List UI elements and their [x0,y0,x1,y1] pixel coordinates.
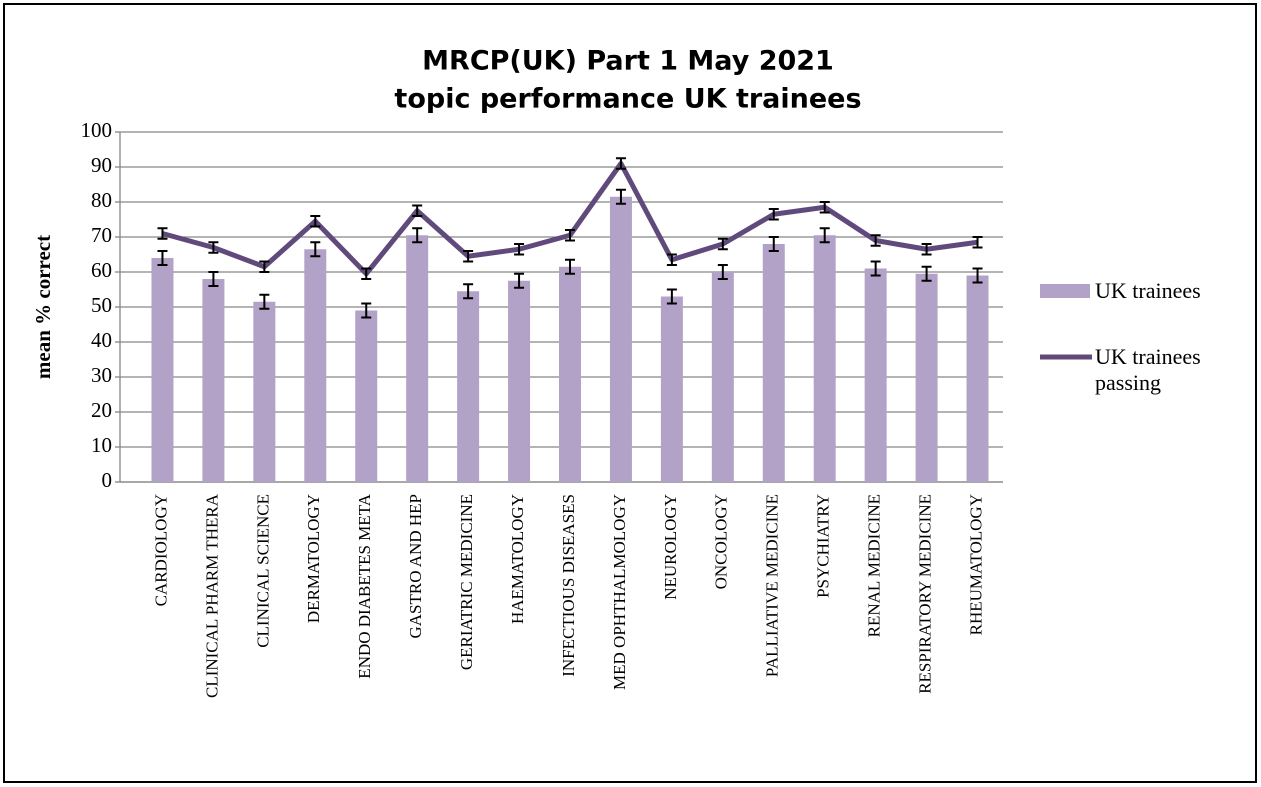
error-bar [972,267,983,284]
chart-subtitle: topic performance UK trainees [394,84,861,115]
error-bar [514,272,525,289]
x-tick-label: GERIATRIC MEDICINE [457,494,476,670]
bar [559,266,581,482]
error-bar [717,264,728,280]
bar [813,235,836,482]
error-bar [870,234,881,247]
y-tick-label: 10 [91,433,112,457]
x-tick-label: PALLIATIVE MEDICINE [763,494,782,677]
bar [864,268,887,482]
bar [508,280,531,482]
bar [406,235,429,482]
y-tick-label: 60 [91,258,112,282]
bar [609,196,632,482]
error-bar [768,236,779,252]
error-bar [361,302,372,319]
bar [304,249,327,482]
error-bar [463,250,474,263]
x-tick-label: GASTRO AND HEP [406,494,425,639]
x-tick-label: PSYCHIATRY [814,494,833,598]
error-bar [259,293,270,310]
x-tick-label: CARDIOLOGY [151,494,170,606]
x-tick-label: RHEUMATOLOGY [966,494,985,635]
error-bar [412,204,423,217]
error-bar [412,227,423,244]
y-tick-label: 80 [91,188,112,212]
error-bar [666,288,677,305]
x-tick-label: DERMATOLOGY [304,494,323,623]
y-tick-label: 0 [102,468,113,492]
legend-label: UK trainees passing [1095,344,1201,395]
x-tick-label: NEUROLOGY [661,494,680,600]
error-bar [514,243,525,256]
error-bar [208,241,219,254]
line [161,161,978,277]
x-tick-label: HAEMATOLOGY [508,494,527,624]
error-bar [819,201,830,214]
y-tick-label: 100 [81,118,113,142]
y-axis-label: mean % correct [31,235,55,379]
y-tick-label: 40 [91,328,112,352]
y-tick-label: 20 [91,398,112,422]
error-bar [310,215,321,228]
y-tick-label: 30 [91,363,112,387]
chart-title: MRCP(UK) Part 1 May 2021 [422,46,834,77]
error-bar [819,227,830,244]
bar [762,244,785,482]
x-tick-label: CLINICAL SCIENCE [253,494,272,648]
bar [966,275,989,482]
chart-border [3,3,1257,783]
legend-label: UK trainees [1095,278,1201,303]
bar [253,301,276,482]
bar [202,279,225,482]
error-bar [157,227,168,240]
y-tick-label: 50 [91,293,112,317]
y-tick-label: 70 [91,223,112,247]
error-bar [921,243,932,256]
error-bar [972,236,983,249]
bar [660,296,683,482]
error-bar [157,250,168,266]
error-bar [463,283,474,300]
y-tick-label: 90 [91,153,112,177]
error-bar [666,253,677,266]
error-bar [565,229,575,242]
x-tick-label: ONCOLOGY [712,494,731,589]
error-bar [565,258,575,275]
error-bar [717,237,728,251]
bar [457,291,480,482]
bar [711,272,734,482]
error-bar [615,157,626,170]
error-bar [921,265,932,282]
x-tick-label: RESPIRATORY MEDICINE [915,494,934,694]
x-tick-label: ENDO DIABETES META [355,493,374,678]
error-bar [208,271,219,287]
x-tick-label: RENAL MEDICINE [865,494,884,637]
x-tick-label: CLINICAL PHARM THERA [202,493,221,698]
error-bar [259,260,270,273]
error-bar [361,267,372,280]
x-tick-label: MED OPHTHALMOLOGY [610,494,629,690]
error-bar [615,188,626,205]
error-bar [870,260,881,277]
error-bar [310,241,321,258]
bar [355,310,378,482]
error-bar [768,208,779,221]
bar [915,273,938,482]
x-tick-label: INFECTIOUS DISEASES [559,494,578,677]
bar [151,258,174,482]
legend-swatch [1040,284,1090,298]
